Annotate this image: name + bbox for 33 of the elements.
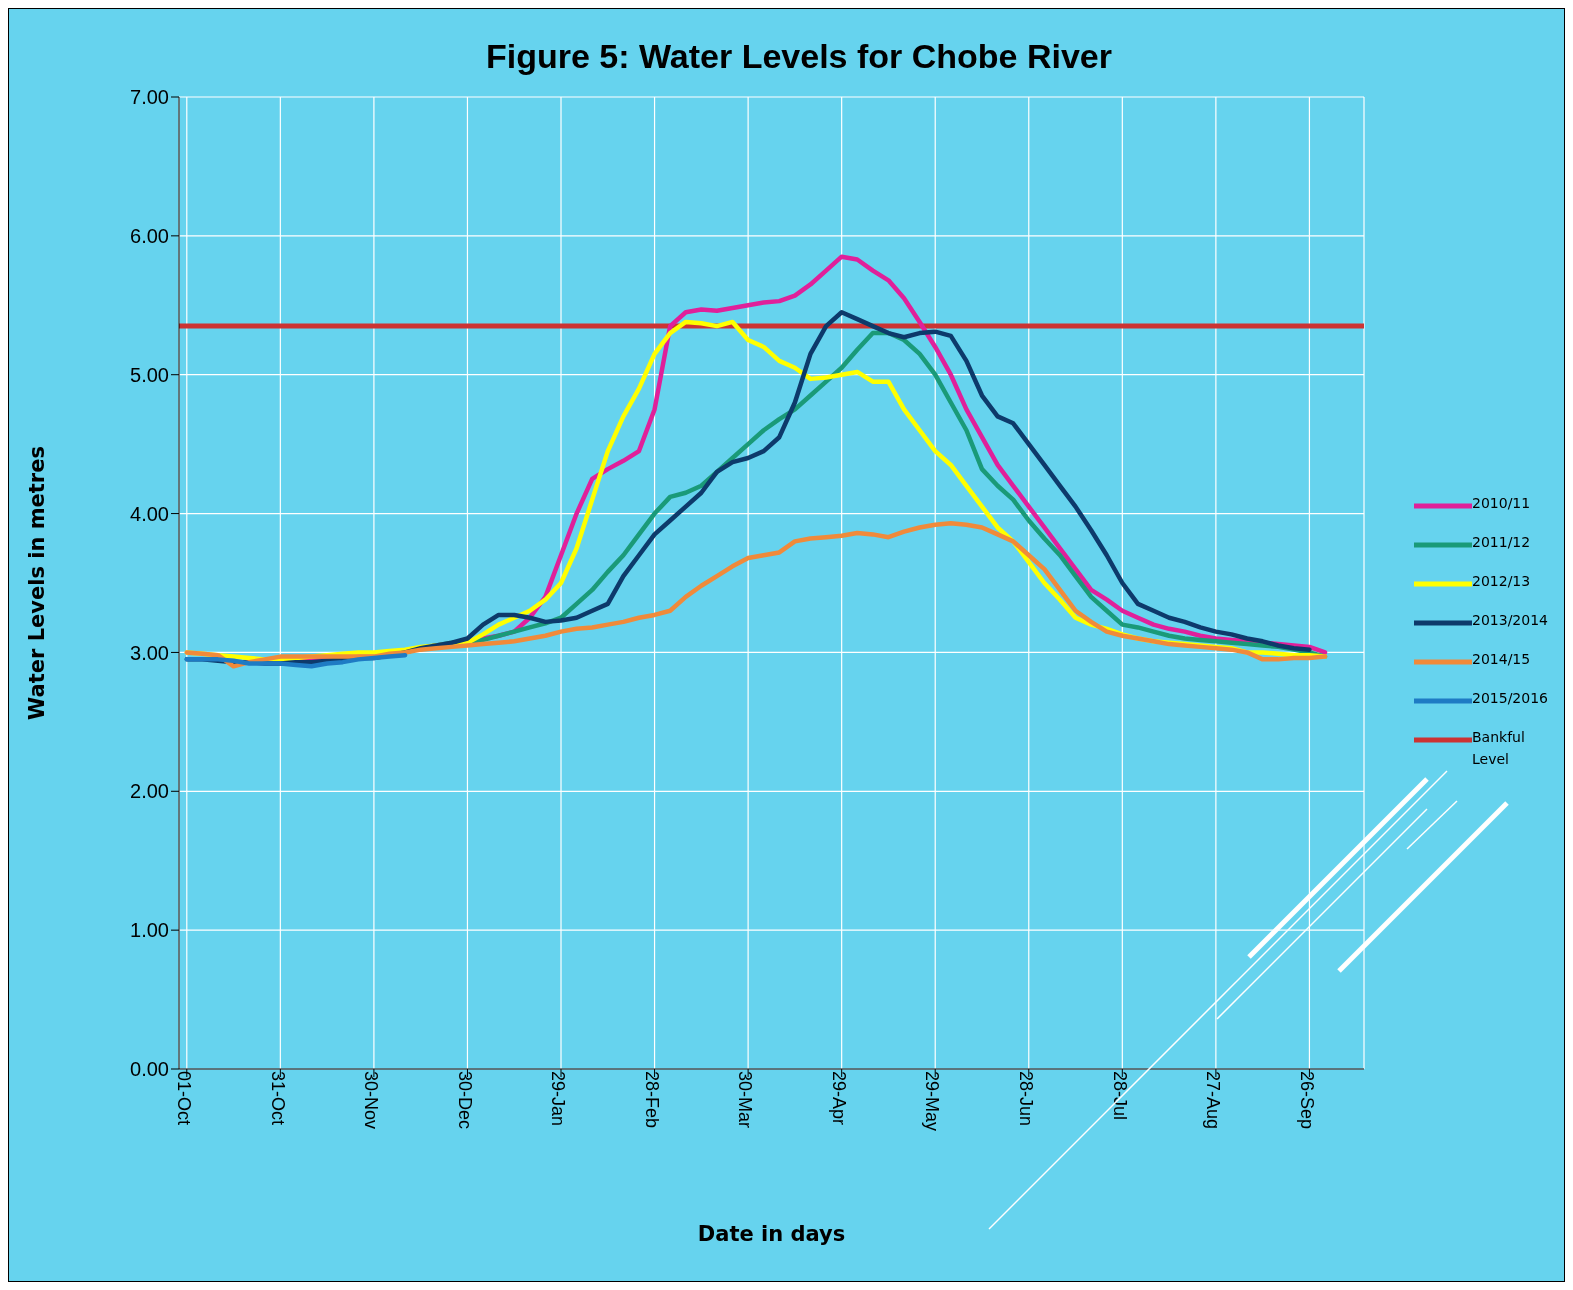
- legend-label: 2010/11: [1472, 493, 1532, 513]
- x-axis-title: Date in days: [697, 1222, 846, 1246]
- y-tick-label: 0.00: [130, 1058, 169, 1081]
- y-tick-label: 5.00: [130, 363, 169, 386]
- x-tick-label: 29-Apr: [828, 1071, 849, 1126]
- x-tick-label: 31-Oct: [267, 1071, 288, 1126]
- x-tick-label: 01-Oct: [174, 1071, 195, 1126]
- legend-label: Bankful Level: [1472, 727, 1526, 769]
- chart-title: Figure 5: Water Levels for Chobe River: [485, 37, 1113, 76]
- line-series: [184, 521, 1328, 669]
- y-tick-label: 1.00: [130, 919, 169, 942]
- legend-label: 2013/2014: [1472, 610, 1548, 630]
- x-tick-label: 26-Sep: [1296, 1071, 1317, 1130]
- legend-label: 2014/15: [1472, 649, 1532, 669]
- x-tick-label: 28-Jul: [1109, 1071, 1130, 1121]
- x-tick-label: 30-Nov: [361, 1071, 382, 1130]
- y-tick-label: 7.00: [130, 86, 169, 109]
- line-series: [184, 652, 408, 669]
- y-tick-label: 2.00: [130, 780, 169, 803]
- x-tick-label: 30-Dec: [454, 1071, 475, 1130]
- x-tick-label: 29-May: [922, 1071, 943, 1132]
- x-tick-label: 28-Feb: [641, 1071, 662, 1129]
- legend-label: 2011/12: [1472, 532, 1532, 552]
- y-tick-label: 4.00: [130, 502, 169, 525]
- x-tick-label: 29-Jan: [548, 1071, 569, 1127]
- y-tick-label: 3.00: [130, 641, 169, 664]
- y-axis-title: Water Levels in metres: [25, 446, 50, 720]
- legend-label: 2012/13: [1472, 571, 1532, 591]
- x-tick-label: 28-Jun: [1015, 1071, 1036, 1127]
- x-tick-label: 27-Aug: [1203, 1071, 1224, 1130]
- legend-label: 2015/2016: [1472, 688, 1548, 708]
- x-tick-label: 30-Mar: [735, 1071, 756, 1129]
- y-tick-label: 6.00: [130, 224, 169, 247]
